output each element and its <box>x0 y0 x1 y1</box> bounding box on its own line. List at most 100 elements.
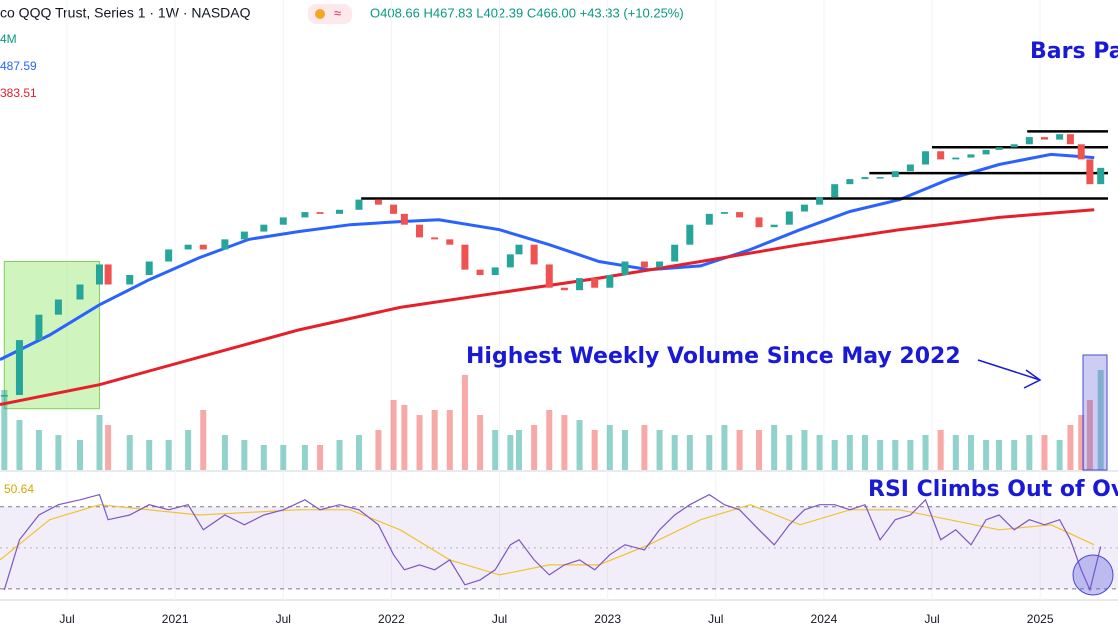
x-tick-label: Jul <box>924 612 939 626</box>
candle <box>736 212 744 218</box>
volume-bar <box>477 415 484 470</box>
volume-bar <box>771 425 778 470</box>
candle <box>1066 134 1074 145</box>
volume-bar <box>105 425 112 470</box>
candle <box>705 213 713 225</box>
volume-bar <box>591 430 598 470</box>
volume-bar <box>892 440 899 470</box>
candle <box>461 244 469 270</box>
candle <box>785 211 793 225</box>
volume-bar <box>375 430 382 470</box>
candle <box>515 244 523 255</box>
volume-bar <box>561 415 568 470</box>
volume-bar <box>241 440 248 470</box>
volume-bar <box>507 435 514 470</box>
candle <box>416 224 424 238</box>
annotation: RSI Climbs Out of Ov <box>868 477 1118 502</box>
volume-bar <box>260 445 267 470</box>
candle <box>816 197 824 205</box>
candle <box>922 151 930 165</box>
candle <box>374 199 382 205</box>
candle <box>301 212 309 218</box>
volume-bar <box>1011 440 1018 470</box>
chart-title: co QQQ Trust, Series 1 · 1W · NASDAQ <box>0 5 251 21</box>
rsi-line <box>3 493 1102 592</box>
candle <box>431 237 439 240</box>
candle <box>800 204 808 212</box>
volume-bar <box>861 435 868 470</box>
x-tick-label: Jul <box>492 612 507 626</box>
candle <box>1097 167 1105 185</box>
status-pill <box>308 4 352 24</box>
candle <box>506 254 514 268</box>
volume-bar <box>801 430 808 470</box>
candle <box>184 244 192 250</box>
volume-bar <box>77 440 84 470</box>
volume-bar <box>621 430 628 470</box>
volume-bar <box>606 425 613 470</box>
volume-bar <box>816 435 823 470</box>
volume-bar <box>461 375 468 470</box>
volume-bar <box>221 435 228 470</box>
volume-bar <box>431 410 438 470</box>
candle <box>952 157 960 160</box>
candle <box>316 212 324 214</box>
volume-bar <box>877 440 884 470</box>
volume-bar <box>967 435 974 470</box>
candle <box>476 269 484 276</box>
volume-bar <box>355 435 362 470</box>
candle <box>95 264 103 285</box>
x-tick-label: 2022 <box>378 612 405 626</box>
candle <box>0 395 8 397</box>
x-tick-label: 2021 <box>162 612 189 626</box>
annotation: Bars Pa <box>1030 39 1118 64</box>
candle <box>145 261 153 276</box>
volume-bar <box>907 440 914 470</box>
candle <box>671 244 679 262</box>
candle <box>1086 159 1094 185</box>
volume-legend: 4M <box>0 32 17 46</box>
candle <box>446 239 454 245</box>
volume-bar <box>1078 415 1085 470</box>
volume-bar <box>185 430 192 470</box>
candle <box>1077 144 1085 160</box>
candle <box>400 213 408 225</box>
volume-bar <box>446 410 453 470</box>
volume-bar <box>641 425 648 470</box>
candle <box>755 217 763 228</box>
candle <box>606 275 614 288</box>
volume-bar <box>1097 370 1104 470</box>
volume-bar <box>55 435 62 470</box>
candle <box>876 177 884 179</box>
arrow-head <box>1023 369 1042 389</box>
x-tick-label: 2024 <box>811 612 838 626</box>
status-icon <box>315 9 325 19</box>
volume-bar <box>531 425 538 470</box>
volume-bar <box>1067 425 1074 470</box>
volume-bar <box>1041 435 1048 470</box>
x-tick-label: 2025 <box>1027 612 1054 626</box>
candle <box>995 147 1003 150</box>
x-tick-label: Jul <box>708 612 723 626</box>
candle <box>720 212 728 214</box>
volume-bar <box>656 430 663 470</box>
volume-bar <box>390 400 397 470</box>
moving-average <box>0 152 1095 361</box>
candle <box>260 224 268 232</box>
volume-bar <box>16 420 23 470</box>
volume-bar <box>492 430 499 470</box>
candle <box>576 278 584 291</box>
candle <box>982 149 990 155</box>
candle <box>686 224 694 245</box>
volume-bar <box>96 415 103 470</box>
candle <box>35 314 43 341</box>
volume-bar <box>756 430 763 470</box>
volume-bar <box>165 440 172 470</box>
candle <box>770 224 778 228</box>
candle <box>491 267 499 276</box>
candle <box>937 151 945 160</box>
volume-bar <box>280 445 287 470</box>
candle <box>621 261 629 276</box>
